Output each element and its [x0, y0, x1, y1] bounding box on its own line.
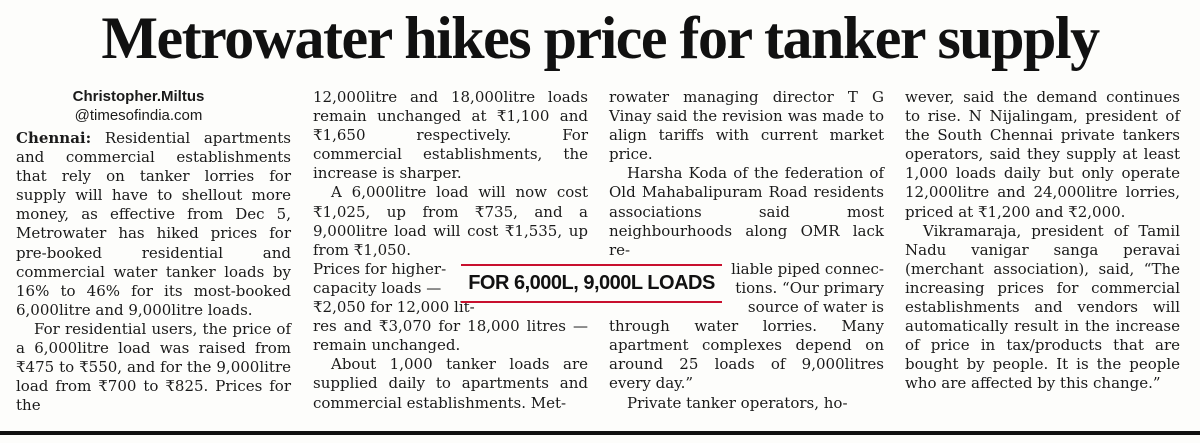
dateline: Chennai: [16, 129, 92, 147]
paragraph-text: Residential apartments and commercial es… [16, 129, 291, 319]
article-column-1: Christopher.Miltus @timesofindia.com Che… [16, 88, 291, 415]
byline-handle: @timesofindia.com [74, 107, 203, 124]
pull-quote-text: FOR 6,000L, 9,000L LOADS [468, 272, 715, 294]
wrap-line: capacity loads — [313, 278, 442, 297]
byline: Christopher.Miltus @timesofindia.com [16, 88, 261, 125]
paragraph: A 6,000litre load will now cost ₹1,025, … [313, 183, 588, 259]
paragraph: res and ₹3,070 for 18,000 litres — remai… [313, 317, 588, 355]
paragraph: Chennai: Residential apartments and comm… [16, 129, 291, 320]
paragraph: For residential users, the price of a 6,… [16, 319, 291, 415]
paragraph: Harsha Koda of the federation of Old Mah… [609, 164, 884, 259]
paragraph: Private tanker operators, ho- [627, 393, 848, 412]
article-column-4: wever, said the demand continues to rise… [905, 88, 1180, 394]
paragraph: rowater managing director T G Vinay said… [609, 88, 884, 164]
bottom-rule [0, 431, 1200, 435]
paragraph: About 1,000 tanker loads are supplied da… [313, 355, 588, 412]
pull-quote: FOR 6,000L, 9,000L LOADS [461, 264, 722, 303]
byline-name: Christopher.Miltus [72, 88, 205, 105]
paragraph: Vikramaraja, president of Tamil Nadu van… [905, 221, 1180, 393]
paragraph: wever, said the demand continues to rise… [905, 88, 1180, 221]
headline: Metrowater hikes price for tanker supply [101, 5, 1100, 71]
article-column-2: 12,000litre and 18,000litre loads remain… [313, 88, 588, 413]
paragraph: through water lorries. Many apartment co… [609, 317, 884, 393]
article-column-3: rowater managing director T G Vinay said… [609, 88, 884, 413]
wrap-line: source of water is [747, 298, 884, 317]
wrap-line: tions. “Our primary [735, 278, 884, 297]
wrap-line: ₹2,050 for 12,000 lit- [313, 298, 475, 317]
paragraph: 12,000litre and 18,000litre loads remain… [313, 88, 588, 183]
wrap-line: liable piped connec- [731, 259, 884, 278]
wrap-line: Prices for higher- [313, 259, 447, 278]
